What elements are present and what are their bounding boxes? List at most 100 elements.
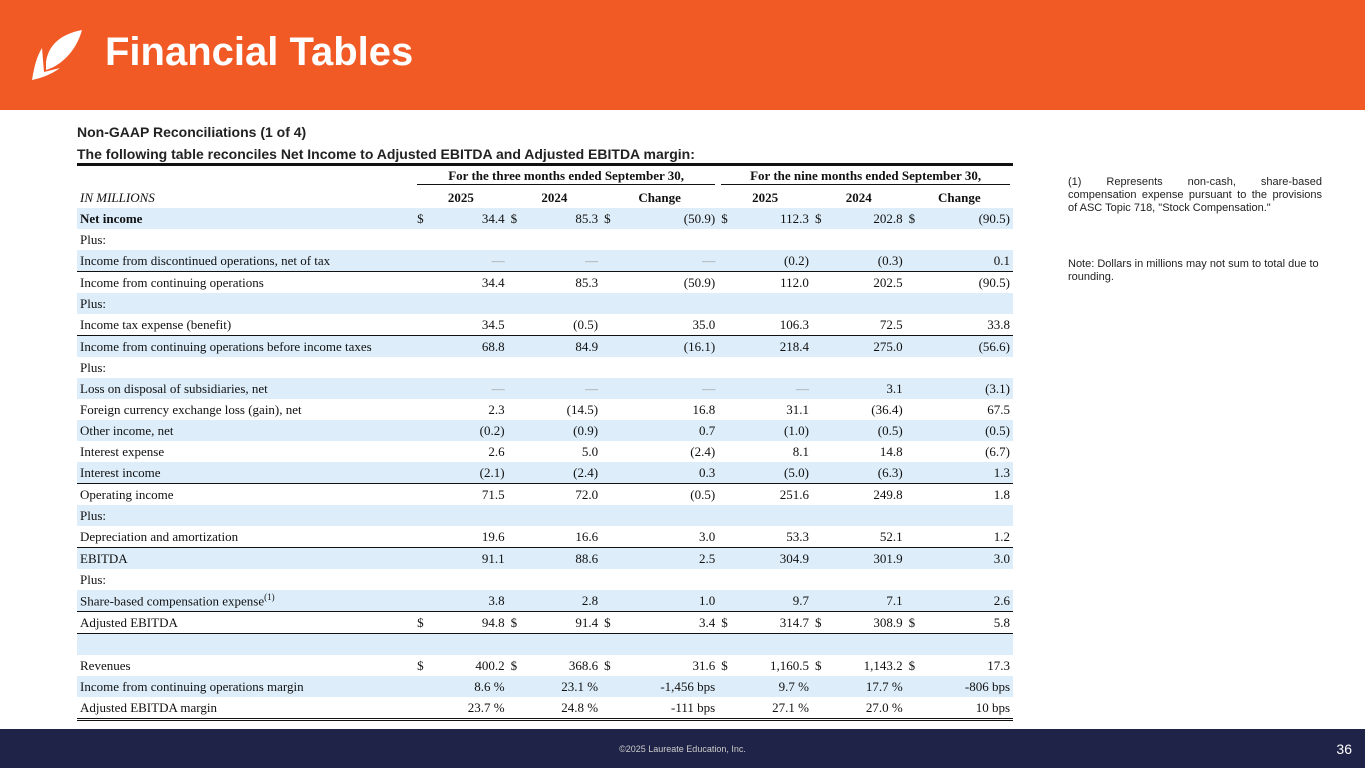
footnote-1: (1) Represents non-cash, share-based com… xyxy=(1068,176,1322,214)
unit-label: IN MILLIONS xyxy=(80,189,155,205)
cell-value: — xyxy=(750,378,812,399)
currency-symbol xyxy=(811,420,845,441)
laureate-leaf-logo-icon xyxy=(32,30,82,80)
currency-symbol xyxy=(718,484,751,506)
row-label-text: Other income, net xyxy=(80,422,174,438)
cell-value: 5.0 xyxy=(581,443,599,459)
currency-symbol xyxy=(811,505,845,526)
cell-value xyxy=(446,633,508,655)
row-label-text: Income from continuing operations margin xyxy=(80,678,304,694)
cell-value xyxy=(634,229,718,250)
cell-value: 88.6 xyxy=(540,547,602,569)
currency-symbol xyxy=(414,378,447,399)
cell-value: 14.8 xyxy=(879,443,903,459)
currency-symbol xyxy=(811,526,845,548)
currency-symbol: $ xyxy=(718,611,751,634)
cell-value xyxy=(540,293,602,314)
cell-value: 16.8 xyxy=(692,401,716,417)
col-header: 2024 xyxy=(541,189,568,205)
table-row: Net income $34.4 $85.3 $ (50.9) $112.3 $202.8 $… xyxy=(77,208,1013,229)
row-label: Interest income xyxy=(77,462,415,484)
currency-symbol xyxy=(906,272,939,294)
currency-symbol xyxy=(601,505,634,526)
section-subtitle: Non-GAAP Reconciliations (1 of 4) xyxy=(77,124,307,140)
currency-symbol: $ xyxy=(510,657,518,673)
row-label-text: Income tax expense (benefit) xyxy=(80,316,232,332)
currency-symbol xyxy=(414,547,447,569)
cell-value: (14.5) xyxy=(566,401,599,417)
cell-value: (1.0) xyxy=(750,420,812,441)
cell-value xyxy=(845,569,906,590)
row-label-text: Income from discontinued operations, net… xyxy=(80,252,331,268)
cell-value: 9.7 xyxy=(750,590,812,612)
currency-symbol xyxy=(812,272,845,294)
cell-value: (5.0) xyxy=(750,462,812,484)
row-label: Plus: xyxy=(77,293,415,314)
table-row: Loss on disposal of subsidiaries, net — — —… xyxy=(77,378,1013,399)
currency-symbol xyxy=(905,250,939,272)
currency-symbol: $ xyxy=(908,657,916,673)
currency-symbol: $ xyxy=(601,208,634,229)
currency-symbol: $ xyxy=(414,611,447,634)
cell-value: 16.6 xyxy=(540,526,602,548)
row-label-text: Interest expense xyxy=(80,443,165,459)
currency-symbol xyxy=(811,547,845,569)
currency-symbol xyxy=(601,357,634,378)
row-label: Depreciation and amortization xyxy=(77,526,415,548)
cell-value: (16.1) xyxy=(633,335,719,357)
col-header: 2025 xyxy=(752,189,779,205)
row-label: Income from continuing operations before… xyxy=(77,335,415,357)
table-row: Income tax expense (benefit) 34.5 (0.5) 35.… xyxy=(77,314,1013,336)
currency-symbol xyxy=(414,420,447,441)
cell-value: 2.3 xyxy=(488,401,505,417)
currency-symbol xyxy=(811,676,845,697)
currency-symbol: $ xyxy=(814,657,822,673)
cell-value: (50.9) xyxy=(683,274,716,290)
cell-value: 308.9 xyxy=(844,611,906,634)
cell-value xyxy=(750,633,812,655)
table-row xyxy=(77,633,1013,655)
footer-bar: ©2025 Laureate Education, Inc. 36 xyxy=(0,729,1365,768)
cell-value: 67.5 xyxy=(987,401,1010,417)
currency-symbol xyxy=(414,250,447,272)
currency-symbol xyxy=(601,633,634,655)
cell-value xyxy=(845,229,906,250)
cell-value: 85.3 xyxy=(540,208,602,229)
cell-value: 2.5 xyxy=(633,547,719,569)
cell-value: 3.1 xyxy=(844,378,906,399)
currency-symbol xyxy=(718,676,751,697)
cell-value xyxy=(938,633,1013,655)
cell-value xyxy=(540,229,601,250)
currency-symbol xyxy=(414,569,447,590)
currency-symbol: $ xyxy=(718,208,751,229)
row-label: Adjusted EBITDA margin xyxy=(77,697,415,721)
currency-symbol xyxy=(905,314,939,336)
currency-symbol xyxy=(414,335,447,357)
cell-value: (36.4) xyxy=(871,401,903,417)
cell-value: (0.2) xyxy=(446,420,508,441)
row-label: Other income, net xyxy=(77,420,415,441)
cell-value: (0.5) xyxy=(844,420,906,441)
table-row: Revenues $400.2 $368.6 $31.6 $1,160.5 $1,143.… xyxy=(77,655,1013,676)
currency-symbol xyxy=(601,250,634,272)
row-label-text: Adjusted EBITDA margin xyxy=(80,699,217,715)
currency-symbol xyxy=(601,335,634,357)
row-label: Income from continuing operations margin xyxy=(77,676,415,697)
cell-value xyxy=(751,569,812,590)
currency-symbol xyxy=(414,590,447,612)
currency-symbol xyxy=(507,314,541,336)
currency-symbol xyxy=(812,569,845,590)
cell-value xyxy=(750,293,812,314)
cell-value: 91.4 xyxy=(540,611,602,634)
row-label-text: Adjusted EBITDA xyxy=(80,614,178,630)
currency-symbol xyxy=(718,314,751,336)
cell-value xyxy=(844,633,906,655)
row-label: Income tax expense (benefit) xyxy=(77,314,415,336)
currency-symbol: $ xyxy=(721,657,728,673)
currency-symbol xyxy=(414,441,447,462)
currency-symbol xyxy=(812,399,845,420)
cell-value: 84.9 xyxy=(540,335,602,357)
cell-value: 52.1 xyxy=(844,526,906,548)
currency-symbol xyxy=(507,462,541,484)
cell-value: 33.8 xyxy=(938,314,1013,336)
